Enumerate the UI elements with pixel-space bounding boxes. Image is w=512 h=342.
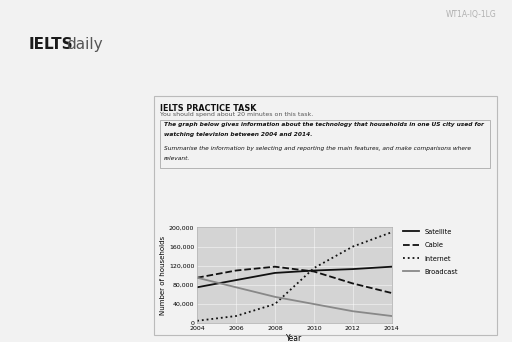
- Satellite: [233, 278, 239, 282]
- Internet: [194, 319, 200, 323]
- Internet: [350, 245, 356, 249]
- Cable: [272, 265, 278, 269]
- Legend: Satellite, Cable, Internet, Broadcast: Satellite, Cable, Internet, Broadcast: [403, 229, 458, 275]
- Satellite: [272, 271, 278, 275]
- Text: The graph below gives information about the technology that households in one US: The graph below gives information about …: [164, 122, 484, 128]
- Line: Internet: Internet: [197, 232, 392, 321]
- Line: Cable: Cable: [197, 267, 392, 293]
- Broadcast: [350, 309, 356, 313]
- Cable: [233, 268, 239, 273]
- Satellite: [389, 265, 395, 269]
- Internet: [311, 266, 317, 270]
- Broadcast: [272, 295, 278, 299]
- Satellite: [194, 285, 200, 289]
- Broadcast: [233, 285, 239, 289]
- Internet: [389, 230, 395, 234]
- Text: You should spend about 20 minutes on this task.: You should spend about 20 minutes on thi…: [160, 112, 313, 117]
- Text: relevant.: relevant.: [164, 156, 190, 161]
- Satellite: [311, 268, 317, 273]
- Satellite: [350, 267, 356, 271]
- Cable: [389, 291, 395, 295]
- Internet: [233, 314, 239, 318]
- Text: daily: daily: [67, 37, 103, 52]
- Line: Satellite: Satellite: [197, 267, 392, 287]
- Broadcast: [194, 276, 200, 280]
- Cable: [350, 281, 356, 286]
- Y-axis label: Number of households: Number of households: [160, 236, 166, 315]
- Line: Broadcast: Broadcast: [197, 278, 392, 316]
- Text: IELTS PRACTICE TASK: IELTS PRACTICE TASK: [160, 104, 256, 113]
- Broadcast: [389, 314, 395, 318]
- Text: watching television between 2004 and 2014.: watching television between 2004 and 201…: [164, 132, 312, 137]
- Text: WT1A-IQ-1LG: WT1A-IQ-1LG: [446, 10, 497, 19]
- Cable: [311, 269, 317, 274]
- X-axis label: Year: Year: [286, 334, 303, 342]
- Text: IELTS: IELTS: [28, 37, 73, 52]
- Text: Summarise the information by selecting and reporting the main features, and make: Summarise the information by selecting a…: [164, 146, 471, 152]
- Cable: [194, 276, 200, 280]
- Broadcast: [311, 302, 317, 306]
- Internet: [272, 302, 278, 306]
